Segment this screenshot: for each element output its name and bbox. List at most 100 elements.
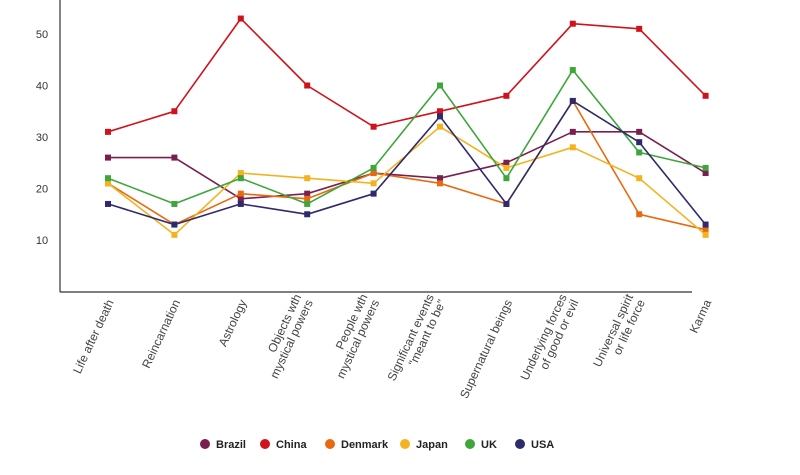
x-axis-labels: Life after death Reincarnation Astrology Ob…	[70, 291, 714, 400]
data-point-uk	[702, 164, 709, 171]
legend-swatch	[400, 439, 410, 449]
data-point-japan	[105, 180, 111, 187]
legend-label: China	[276, 439, 307, 451]
x-tick-label: Reincarnation	[139, 297, 183, 370]
series-line-denmark	[107, 100, 706, 231]
data-point-japan	[503, 164, 510, 171]
data-point-brazil	[237, 195, 244, 202]
legend-item-uk: UK	[465, 439, 497, 451]
data-point-japan	[370, 180, 377, 187]
data-point-usa	[569, 97, 576, 104]
data-point-brazil	[437, 175, 443, 182]
x-tick-label: Supernatural beings	[457, 297, 515, 400]
legend-label: Japan	[416, 439, 448, 451]
x-tick-label: People wthmystical powers	[322, 292, 383, 381]
series-line-japan	[107, 125, 707, 236]
data-point-uk	[370, 164, 377, 171]
data-point-denmark	[636, 211, 643, 218]
y-tick-label: 40	[36, 81, 48, 93]
series-lines	[107, 17, 707, 236]
data-point-japan	[702, 231, 709, 238]
legend-swatch	[515, 439, 525, 449]
legend-swatch	[325, 439, 335, 449]
legend-item-japan: Japan	[400, 439, 448, 451]
legend-label: UK	[481, 439, 497, 451]
y-tick-label: 50	[36, 29, 48, 41]
data-point-china	[437, 108, 443, 115]
x-tick-label: Karma	[687, 297, 715, 335]
data-point-usa	[105, 200, 111, 207]
data-point-uk	[237, 175, 244, 182]
data-point-china	[636, 25, 643, 32]
legend-item-usa: USA	[515, 439, 554, 451]
data-point-usa	[636, 139, 643, 146]
data-point-usa	[702, 221, 709, 228]
data-point-japan	[636, 175, 643, 182]
series-line-usa	[107, 100, 707, 226]
data-point-china	[237, 15, 244, 22]
data-point-uk	[171, 200, 178, 207]
data-point-uk	[437, 82, 443, 89]
data-point-china	[503, 92, 510, 99]
legend-label: USA	[531, 439, 554, 451]
series-line-uk	[107, 69, 706, 205]
data-point-denmark	[437, 180, 443, 187]
data-point-china	[370, 123, 377, 130]
data-point-usa	[304, 211, 311, 218]
data-point-china	[304, 82, 311, 89]
data-point-denmark	[237, 190, 244, 197]
legend-item-brazil: Brazil	[200, 439, 246, 451]
data-point-japan	[304, 175, 311, 182]
legend-item-denmark: Denmark	[325, 439, 389, 451]
legend-label: Denmark	[341, 439, 389, 451]
data-point-brazil	[304, 190, 311, 197]
x-tick-label: Significant events"meant to be"	[384, 292, 448, 389]
data-point-brazil	[569, 128, 576, 135]
x-tick-label: Underlying forcesof good or evil	[518, 292, 582, 388]
x-tick-label: Objects wthmystical powers	[255, 292, 316, 381]
data-point-denmark	[702, 226, 709, 233]
legend-label: Brazil	[216, 439, 246, 451]
data-point-usa	[437, 113, 443, 120]
x-tick-label: Life after death	[70, 297, 117, 375]
data-point-brazil	[702, 170, 709, 177]
x-tick-label: Astrology	[216, 297, 250, 348]
data-point-usa	[370, 190, 377, 197]
data-point-denmark	[304, 195, 311, 202]
data-point-brazil	[105, 154, 111, 161]
legend: Brazil China Denmark Japan UK USA	[200, 439, 554, 451]
y-tick-label: 30	[36, 132, 48, 144]
data-point-usa	[237, 200, 244, 207]
data-point-uk	[105, 175, 111, 182]
data-point-usa	[171, 221, 178, 228]
data-point-denmark	[370, 170, 377, 177]
data-point-brazil	[636, 128, 643, 135]
y-tick-label: 10	[36, 235, 48, 247]
series-line-brazil	[108, 131, 707, 200]
data-point-brazil	[171, 154, 178, 161]
data-point-china	[171, 108, 178, 115]
data-point-china	[105, 128, 111, 135]
data-point-uk	[503, 175, 510, 182]
y-tick-label: 20	[36, 184, 48, 196]
data-point-japan	[237, 170, 244, 177]
axes: 10 20 30 40 50	[36, 0, 692, 293]
legend-item-china: China	[260, 439, 307, 451]
data-point-china	[569, 20, 576, 27]
series-line-china	[107, 17, 707, 133]
x-tick-label: Universal spiritor life force	[590, 291, 648, 374]
data-point-japan	[569, 144, 576, 151]
legend-swatch	[200, 439, 210, 449]
data-point-brazil	[503, 159, 510, 166]
data-point-usa	[503, 200, 510, 207]
data-point-japan	[171, 231, 178, 238]
series-markers	[105, 15, 709, 238]
legend-swatch	[465, 439, 475, 449]
legend-swatch	[260, 439, 270, 449]
data-point-uk	[569, 67, 576, 74]
data-point-china	[702, 92, 709, 99]
data-point-japan	[437, 123, 443, 130]
data-point-uk	[304, 200, 311, 207]
data-point-uk	[636, 149, 643, 156]
